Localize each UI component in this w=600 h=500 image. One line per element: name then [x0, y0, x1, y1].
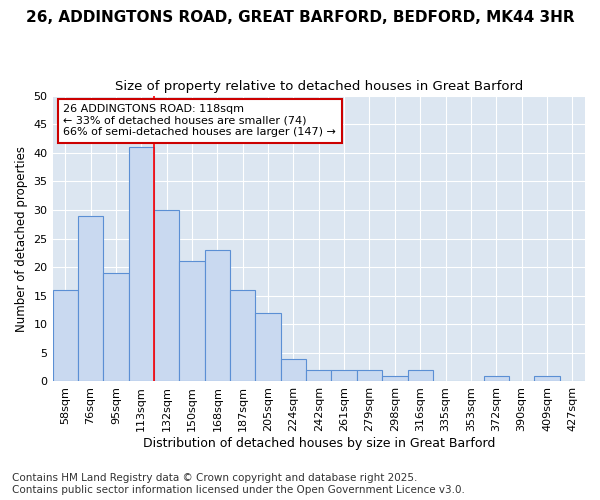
Bar [154, 210, 179, 382]
Bar [53, 290, 78, 382]
Bar [484, 376, 509, 382]
Bar [256, 313, 281, 382]
Bar [128, 147, 154, 382]
Bar [382, 376, 407, 382]
Bar [281, 358, 306, 382]
Bar [306, 370, 331, 382]
Bar [103, 273, 128, 382]
Bar [534, 376, 560, 382]
Text: 26, ADDINGTONS ROAD, GREAT BARFORD, BEDFORD, MK44 3HR: 26, ADDINGTONS ROAD, GREAT BARFORD, BEDF… [26, 10, 574, 25]
Bar [407, 370, 433, 382]
X-axis label: Distribution of detached houses by size in Great Barford: Distribution of detached houses by size … [143, 437, 495, 450]
Bar [205, 250, 230, 382]
Bar [357, 370, 382, 382]
Text: 26 ADDINGTONS ROAD: 118sqm
← 33% of detached houses are smaller (74)
66% of semi: 26 ADDINGTONS ROAD: 118sqm ← 33% of deta… [63, 104, 336, 138]
Bar [179, 262, 205, 382]
Y-axis label: Number of detached properties: Number of detached properties [15, 146, 28, 332]
Title: Size of property relative to detached houses in Great Barford: Size of property relative to detached ho… [115, 80, 523, 93]
Bar [78, 216, 103, 382]
Text: Contains HM Land Registry data © Crown copyright and database right 2025.
Contai: Contains HM Land Registry data © Crown c… [12, 474, 465, 495]
Bar [331, 370, 357, 382]
Bar [230, 290, 256, 382]
